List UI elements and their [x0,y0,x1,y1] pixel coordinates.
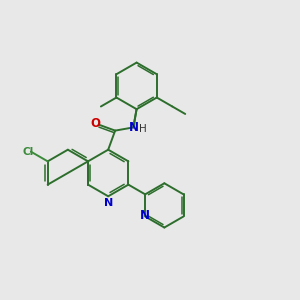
Text: Cl: Cl [23,147,34,157]
Text: N: N [140,209,150,222]
Text: O: O [90,117,100,130]
Text: N: N [129,121,139,134]
Text: N: N [103,198,113,208]
Text: H: H [139,124,147,134]
